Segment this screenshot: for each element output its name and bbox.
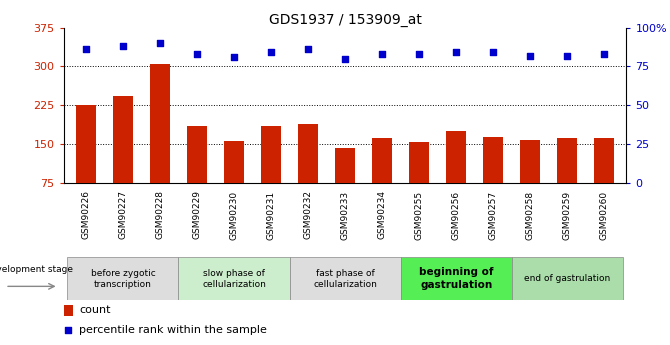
Text: beginning of
gastrulation: beginning of gastrulation: [419, 267, 493, 290]
Point: [303, 47, 314, 52]
Point: [377, 51, 387, 57]
Point: [265, 50, 276, 55]
Text: count: count: [79, 305, 111, 315]
Bar: [512, 257, 622, 300]
Point: [80, 47, 91, 52]
Bar: [289, 257, 401, 300]
Bar: [446, 131, 466, 222]
Point: [192, 51, 202, 57]
Bar: [224, 141, 244, 222]
Bar: [187, 126, 207, 222]
Bar: [76, 105, 96, 222]
Title: GDS1937 / 153909_at: GDS1937 / 153909_at: [269, 12, 421, 27]
Text: slow phase of
cellularization: slow phase of cellularization: [202, 268, 266, 289]
Text: development stage: development stage: [0, 265, 72, 274]
Point: [117, 43, 128, 49]
Bar: [178, 257, 289, 300]
Text: before zygotic
transcription: before zygotic transcription: [90, 268, 155, 289]
Bar: [483, 137, 503, 222]
Bar: [372, 138, 392, 222]
Text: fast phase of
cellularization: fast phase of cellularization: [313, 268, 377, 289]
Point: [599, 51, 610, 57]
Point: [414, 51, 425, 57]
Point: [63, 327, 74, 333]
Bar: [520, 140, 541, 222]
Bar: [401, 257, 512, 300]
Bar: [409, 142, 429, 222]
Bar: [68, 257, 178, 300]
Bar: [557, 138, 578, 222]
Point: [340, 56, 350, 61]
Point: [562, 53, 573, 58]
Point: [525, 53, 535, 58]
Bar: [113, 96, 133, 222]
Point: [488, 50, 498, 55]
Point: [451, 50, 462, 55]
Bar: [298, 125, 318, 222]
Point: [228, 54, 239, 60]
Bar: [149, 64, 170, 222]
Text: percentile rank within the sample: percentile rank within the sample: [79, 325, 267, 335]
Bar: [594, 138, 614, 222]
Point: [155, 40, 165, 46]
Bar: [261, 126, 281, 222]
Text: end of gastrulation: end of gastrulation: [524, 274, 610, 283]
Bar: [64, 305, 73, 316]
Bar: [335, 148, 355, 222]
